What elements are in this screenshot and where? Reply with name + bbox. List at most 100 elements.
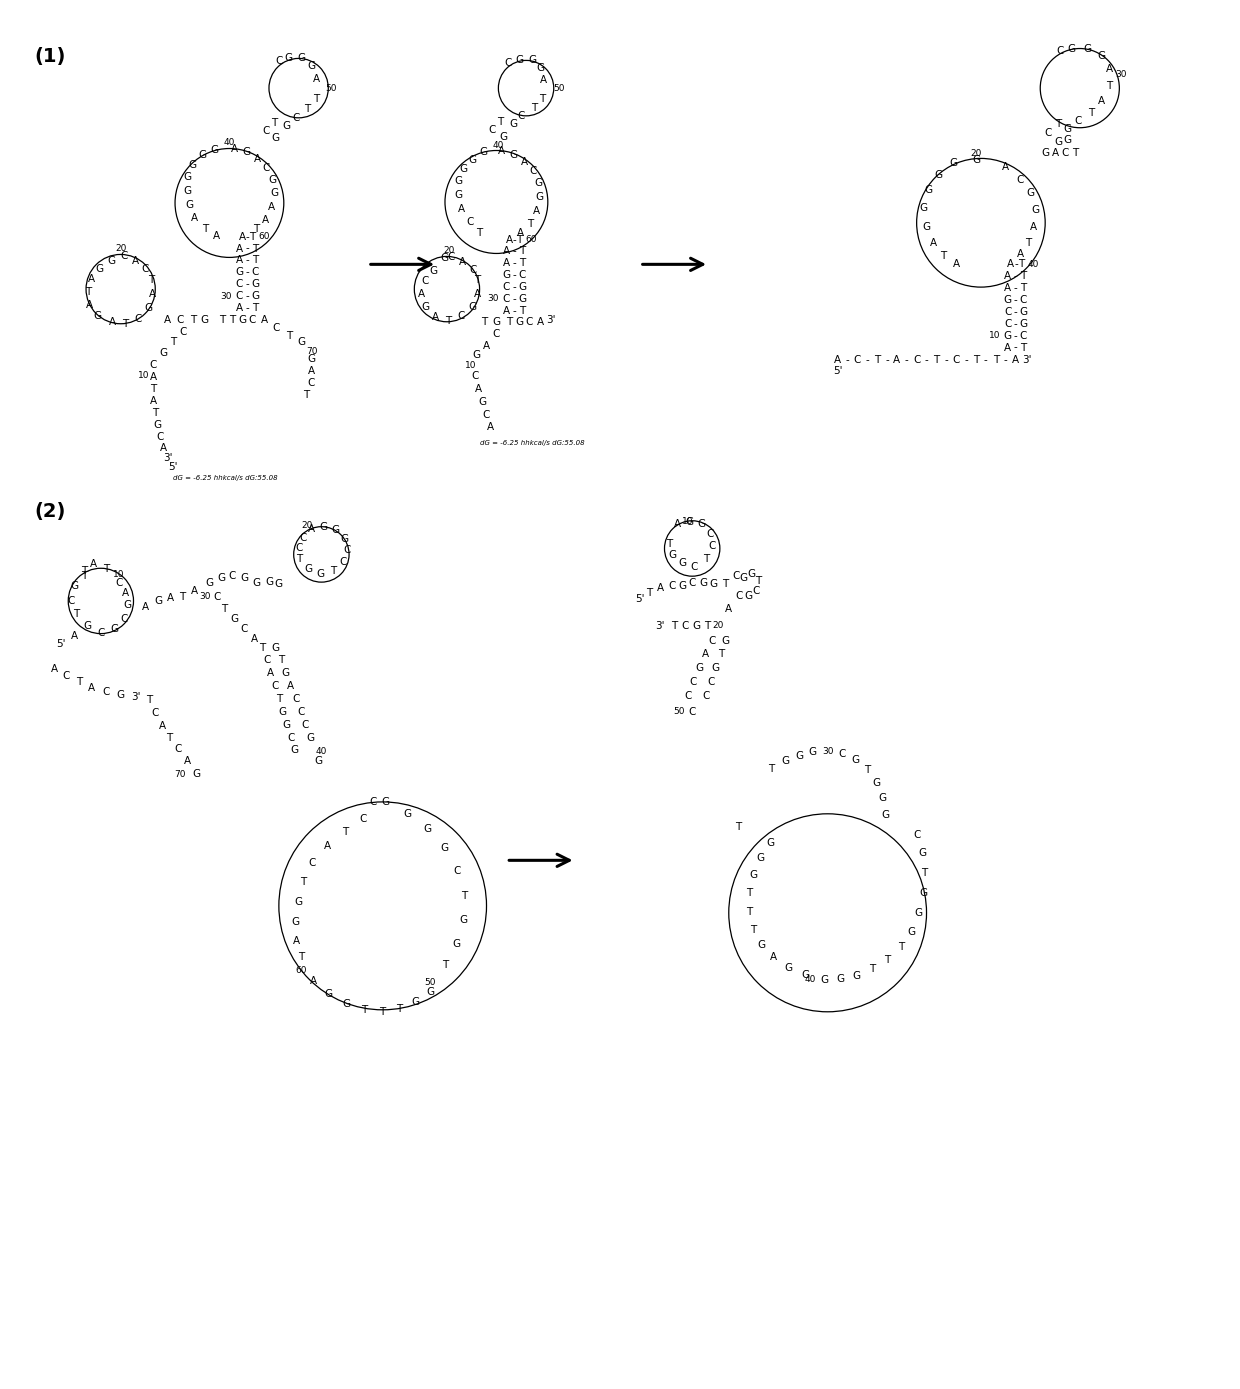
Text: G: G	[878, 793, 887, 803]
Text: C: C	[529, 167, 537, 176]
Text: -: -	[246, 303, 249, 313]
Text: G: G	[1019, 307, 1028, 317]
Text: dG = -6.25 hhkcal/s dG:55.08: dG = -6.25 hhkcal/s dG:55.08	[174, 475, 278, 481]
Text: T: T	[249, 232, 255, 242]
Text: 20: 20	[712, 621, 724, 631]
Text: T: T	[666, 539, 672, 549]
Text: G: G	[281, 668, 290, 678]
Text: T: T	[73, 608, 79, 619]
Text: T: T	[520, 246, 526, 257]
Text: G: G	[852, 971, 861, 981]
Text: T: T	[296, 554, 303, 564]
Text: C: C	[735, 590, 743, 601]
Text: G: G	[340, 533, 348, 543]
Text: A: A	[109, 317, 117, 326]
Text: C: C	[702, 690, 709, 701]
Text: A: A	[159, 721, 166, 731]
Text: -: -	[1013, 318, 1017, 329]
Text: C: C	[296, 707, 304, 717]
Text: T: T	[342, 826, 348, 836]
Text: T: T	[304, 104, 311, 114]
Text: T: T	[149, 275, 155, 285]
Text: A: A	[475, 385, 482, 394]
Text: T: T	[755, 576, 761, 586]
Text: A: A	[236, 243, 243, 254]
Text: -: -	[246, 232, 249, 242]
Text: 3': 3'	[1023, 356, 1032, 365]
Text: -: -	[885, 356, 889, 365]
Text: T: T	[84, 288, 92, 297]
Text: G: G	[480, 147, 487, 157]
Text: 10: 10	[138, 371, 149, 379]
Text: A: A	[459, 257, 466, 267]
Text: C: C	[466, 217, 474, 226]
Text: G: G	[1032, 206, 1039, 215]
Text: C: C	[213, 592, 221, 601]
Text: T: T	[300, 876, 306, 888]
Text: A: A	[131, 257, 139, 267]
Text: C: C	[458, 311, 465, 321]
Text: C: C	[301, 720, 309, 729]
Text: C: C	[1017, 175, 1024, 185]
Text: 60: 60	[526, 235, 537, 244]
Text: G: G	[198, 150, 207, 161]
Text: T: T	[123, 318, 129, 329]
Text: G: G	[144, 303, 153, 313]
Text: -: -	[1003, 356, 1008, 365]
Text: G: G	[238, 315, 247, 325]
Text: T: T	[441, 960, 448, 971]
Text: G: G	[744, 590, 753, 601]
Text: G: G	[536, 192, 544, 201]
Text: G: G	[756, 853, 765, 864]
Text: A: A	[91, 560, 98, 569]
Text: C: C	[707, 529, 714, 539]
Text: T: T	[1021, 283, 1027, 293]
Text: T: T	[103, 564, 109, 574]
Text: G: G	[784, 963, 792, 974]
Text: C: C	[291, 694, 299, 704]
Text: T: T	[76, 676, 82, 688]
Text: G: G	[479, 397, 486, 407]
Text: C: C	[156, 432, 164, 442]
Text: C: C	[691, 563, 698, 572]
Text: -: -	[1013, 294, 1017, 306]
Text: G: G	[749, 870, 758, 881]
Text: A: A	[71, 631, 78, 640]
Text: C: C	[453, 867, 460, 876]
Text: G: G	[184, 172, 192, 182]
Text: G: G	[453, 939, 461, 950]
Text: 40: 40	[805, 975, 816, 983]
Text: G: G	[722, 636, 730, 646]
Text: C: C	[141, 264, 149, 274]
Text: G: G	[455, 190, 463, 200]
Text: A: A	[268, 668, 274, 678]
Text: C: C	[120, 251, 128, 261]
Text: G: G	[305, 564, 312, 574]
Text: A: A	[312, 74, 320, 85]
Text: G: G	[510, 150, 517, 161]
Text: 50: 50	[325, 83, 337, 93]
Text: G: G	[781, 757, 789, 767]
Text: T: T	[1106, 81, 1112, 92]
Text: C: C	[469, 265, 476, 275]
Text: G: G	[1003, 331, 1012, 340]
Text: G: G	[1042, 149, 1049, 158]
Text: 40: 40	[316, 747, 327, 756]
Text: G: G	[285, 53, 293, 64]
Text: A: A	[482, 340, 490, 350]
Text: A: A	[324, 842, 331, 851]
Text: C: C	[422, 276, 429, 286]
Text: G: G	[534, 178, 543, 188]
Text: C: C	[228, 571, 236, 581]
Text: G: G	[1097, 51, 1106, 61]
Text: A: A	[1012, 356, 1019, 365]
Text: T: T	[768, 764, 775, 774]
Text: 3': 3'	[164, 453, 172, 464]
Text: C: C	[263, 656, 270, 665]
Text: T: T	[202, 224, 208, 233]
Text: C: C	[150, 360, 157, 371]
Text: A: A	[474, 289, 481, 299]
Text: A: A	[1029, 222, 1037, 232]
Text: T: T	[481, 317, 487, 326]
Text: G: G	[678, 558, 687, 568]
